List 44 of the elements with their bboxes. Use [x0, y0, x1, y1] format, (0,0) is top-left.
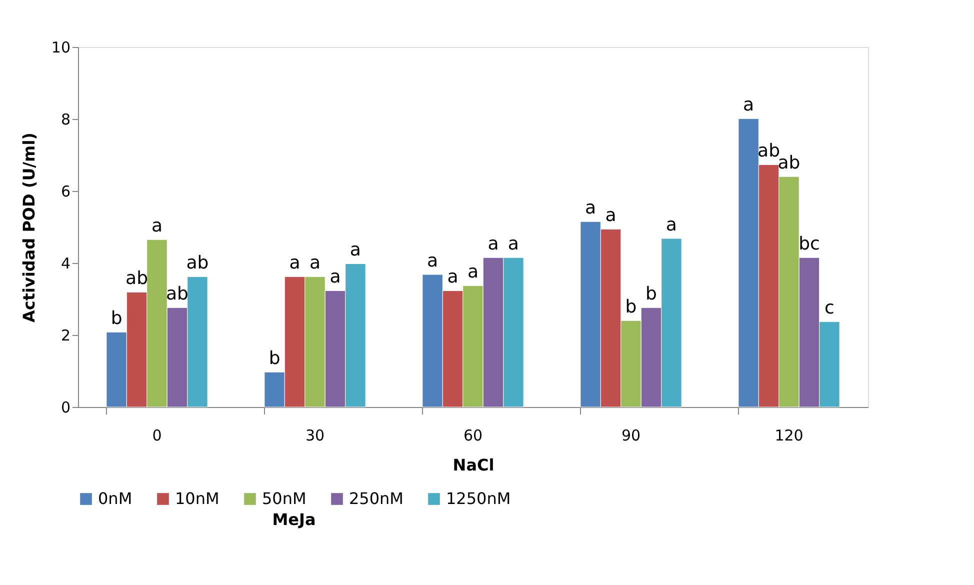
data-label: a [447, 266, 458, 288]
legend-title: MeJa [272, 510, 316, 529]
x-tick-label: 90 [621, 426, 641, 444]
data-label: b [646, 284, 657, 305]
data-label: a [508, 234, 519, 255]
legend-label: 0nM [98, 489, 132, 508]
data-label: a [151, 216, 163, 237]
x-tick-label: 120 [774, 426, 804, 444]
data-label: a [467, 262, 479, 283]
data-label: bc [798, 234, 820, 255]
data-label: a [585, 198, 596, 219]
x-axis-title: NaCl [452, 456, 494, 474]
data-label: a [488, 234, 499, 255]
y-tick-label: 10 [51, 38, 70, 56]
data-label: a [427, 250, 438, 272]
data-label: a [666, 214, 677, 236]
y-tick-label: 6 [60, 182, 70, 200]
legend-label: 1250nM [446, 489, 511, 508]
data-label: a [350, 240, 361, 261]
legend-label: 250nM [349, 489, 404, 508]
y-axis-title: Actividad POD (U/ml) [19, 132, 38, 322]
data-label: ab [758, 140, 780, 162]
y-tick-label: 8 [60, 110, 70, 128]
data-label: a [309, 252, 321, 274]
data-label: a [289, 252, 300, 274]
data-label: ab [126, 268, 148, 290]
legend-label: 50nM [262, 489, 306, 508]
data-label: ab [166, 284, 188, 305]
data-label: a [330, 266, 341, 288]
data-label: a [743, 94, 754, 116]
data-label: a [605, 205, 616, 226]
y-tick-label: 0 [60, 398, 70, 416]
x-tick-label: 60 [463, 426, 483, 444]
data-label: ab [778, 152, 800, 174]
y-tick-label: 4 [60, 254, 70, 272]
x-tick-label: 0 [152, 426, 162, 444]
data-label: b [110, 308, 122, 330]
data-label: ab [186, 252, 209, 274]
data-label: b [268, 348, 280, 370]
data-label: b [625, 296, 637, 318]
y-tick-label: 2 [60, 326, 70, 344]
x-tick-label: 30 [305, 426, 325, 444]
legend-label: 10nM [175, 489, 220, 508]
data-label: c [824, 298, 834, 319]
